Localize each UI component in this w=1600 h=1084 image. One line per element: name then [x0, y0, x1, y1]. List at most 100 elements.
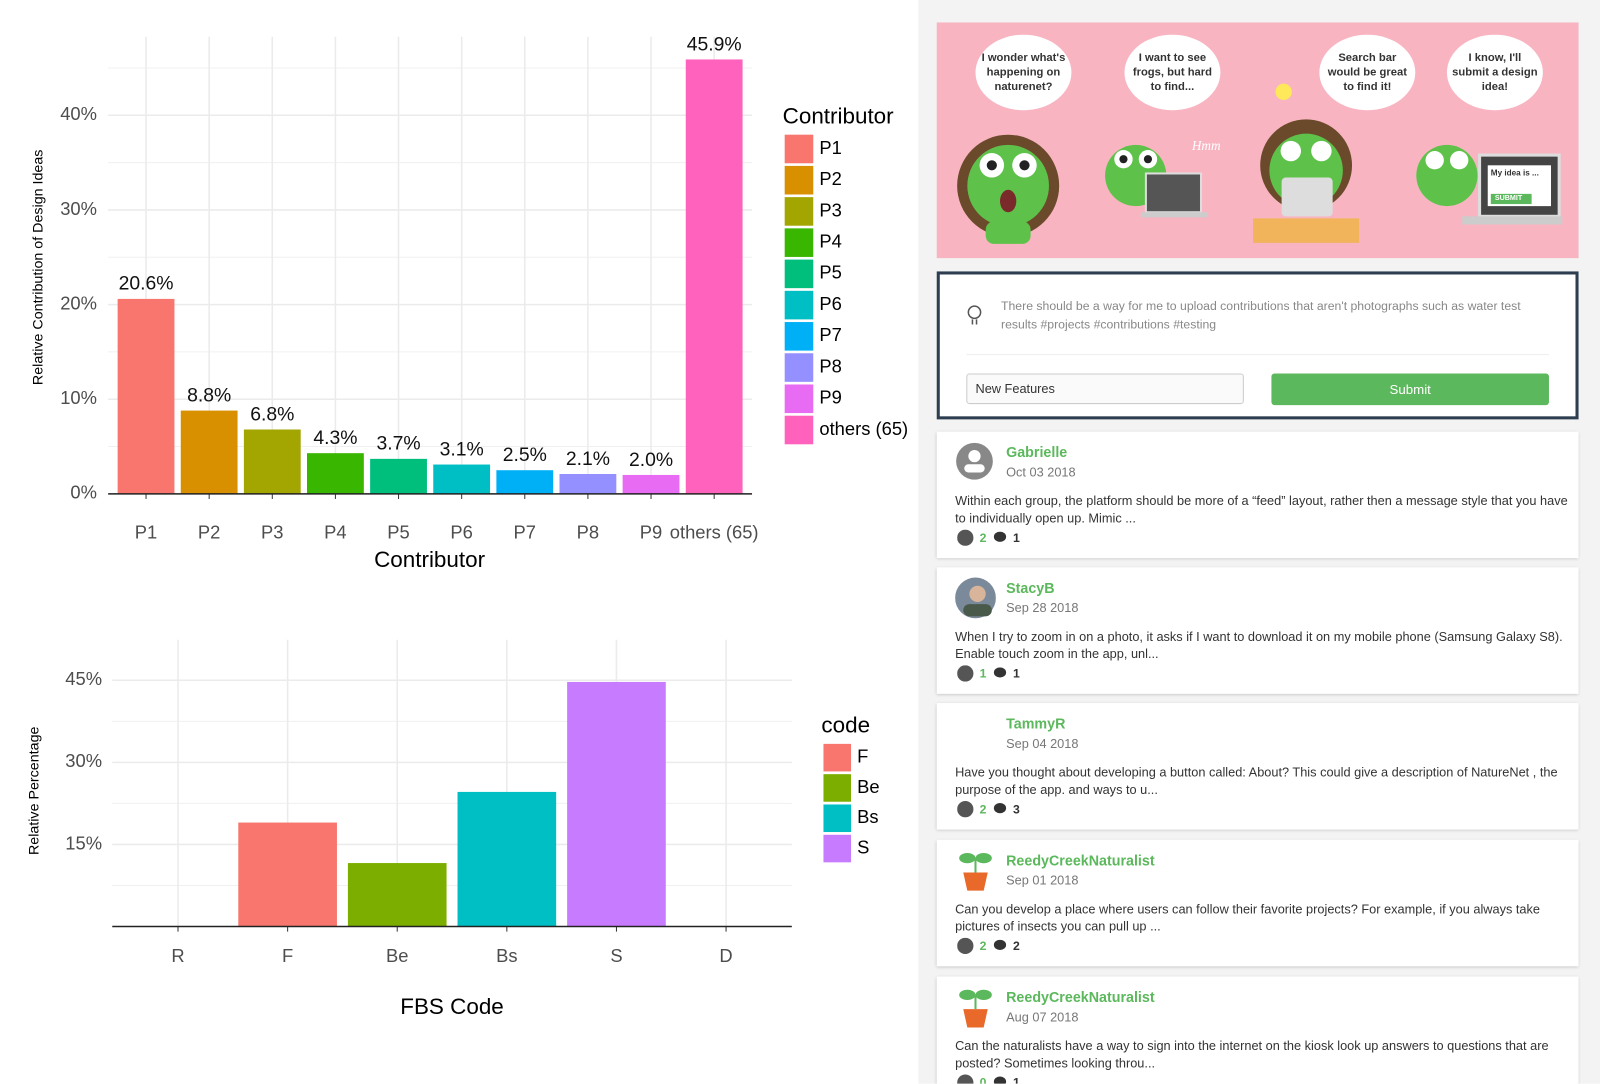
legend-label: others (65)	[819, 418, 908, 439]
speech-bubble: I want to see frogs, but hard to find...	[1124, 34, 1221, 111]
comment-icon[interactable]	[993, 939, 1007, 952]
author-name[interactable]: StacyB	[1006, 579, 1055, 596]
like-icon[interactable]	[957, 801, 974, 818]
bar	[180, 410, 238, 494]
legend-title: code	[821, 712, 870, 737]
bar	[559, 473, 617, 494]
bar	[370, 458, 427, 494]
post-text: Have you thought about developing a butt…	[955, 765, 1558, 797]
author-name[interactable]: ReedyCreekNaturalist	[1006, 988, 1155, 1006]
charts: 0% 10% 20% 30% 40% P1 20.6% P2 8.8% P3 6.8% P4 4.3% P…	[26, 33, 908, 1019]
comment-icon[interactable]	[993, 1076, 1007, 1084]
legend-key	[784, 415, 814, 445]
bar	[496, 470, 554, 494]
idea-textarea[interactable]: There should be a way for me to upload c…	[1001, 298, 1521, 332]
like-count: 2	[979, 802, 987, 817]
frog: My idea is ... SUBMIT	[1416, 144, 1563, 225]
post-date: Sep 28 2018	[1006, 601, 1079, 616]
value-label: 2.0%	[629, 449, 673, 471]
idea-panel: I wonder what's happening on naturenet? …	[918, 0, 1600, 1084]
comment-icon[interactable]	[993, 803, 1007, 815]
author-name[interactable]: ReedyCreekNaturalist	[1006, 852, 1155, 869]
x-tick-label: P4	[324, 522, 346, 543]
speech-bubble: Search bar would be great to find it!	[1319, 34, 1416, 111]
bulb-icon	[967, 305, 982, 325]
bar	[622, 474, 680, 494]
x-tick-label: P1	[135, 522, 157, 543]
bar	[238, 822, 337, 927]
author-name[interactable]: TammyR	[1006, 715, 1066, 732]
category-select[interactable]: New Features	[966, 373, 1244, 405]
y-tick-label: 30%	[60, 198, 97, 219]
y-axis-title: Relative Contribution of Design Ideas	[31, 150, 47, 386]
bar	[307, 453, 364, 494]
legend-label: P1	[819, 137, 841, 158]
legend-title: Contributor	[783, 103, 895, 128]
x-tick-label: F	[282, 945, 293, 966]
x-tick-label: others (65)	[670, 522, 759, 543]
comment-icon[interactable]	[993, 667, 1007, 679]
y-tick-label: 30%	[65, 750, 102, 771]
value-label: 3.7%	[376, 433, 420, 455]
value-label: 8.8%	[187, 384, 231, 406]
like-icon[interactable]	[957, 937, 974, 955]
bar	[685, 59, 743, 494]
legend-key	[784, 290, 814, 320]
y-tick-label: 10%	[60, 387, 97, 408]
banner: I wonder what's happening on naturenet? …	[936, 22, 1579, 259]
speech-bubble: I know, I'll submit a design idea!	[1446, 34, 1543, 111]
value-label: 6.8%	[250, 403, 294, 425]
like-icon[interactable]	[957, 1074, 974, 1084]
post-text: Can the naturalists have a way to sign i…	[955, 1038, 1549, 1071]
x-axis-title: FBS Code	[400, 994, 504, 1019]
x-tick-label: P6	[450, 522, 472, 543]
submit-button[interactable]: Submit	[1271, 373, 1549, 406]
legend-label: P2	[819, 168, 841, 189]
like-count: 1	[979, 666, 987, 681]
legend-key	[823, 804, 852, 833]
post-card[interactable]: Gabrielle Oct 03 2018 Within each group,…	[936, 431, 1579, 559]
legend-key	[823, 834, 852, 863]
bar	[347, 863, 447, 927]
comment-count: 1	[1012, 1075, 1020, 1084]
bar	[117, 298, 175, 494]
legend-key	[823, 743, 852, 772]
author-name[interactable]: Gabrielle	[1006, 443, 1068, 461]
post-card[interactable]: ReedyCreekNaturalist Aug 07 2018 Can the…	[936, 976, 1579, 1084]
like-icon[interactable]	[957, 665, 974, 682]
legend-key	[784, 228, 814, 257]
frog: Hmm	[1105, 138, 1221, 218]
legend-key	[784, 165, 814, 195]
y-tick-label: 45%	[65, 668, 102, 689]
x-tick-label: Bs	[496, 945, 517, 966]
y-tick-label: 15%	[65, 832, 102, 853]
speech-bubble: I wonder what's happening on naturenet?	[975, 34, 1072, 111]
legend-key	[784, 322, 814, 351]
post-text: When I try to zoom in on a photo, it ask…	[955, 629, 1563, 662]
divider	[966, 354, 1549, 356]
x-tick-label: P9	[640, 522, 662, 543]
like-icon[interactable]	[957, 529, 974, 546]
x-tick-label: R	[171, 945, 184, 966]
post-card[interactable]: TammyR Sep 04 2018 Have you thought abou…	[936, 703, 1579, 830]
comment-icon[interactable]	[993, 531, 1007, 544]
x-tick-label: D	[719, 945, 732, 966]
y-tick-label: 20%	[60, 292, 97, 313]
bar	[433, 464, 491, 494]
legend-key	[784, 197, 814, 226]
value-label: 20.6%	[119, 273, 174, 295]
legend-label: P6	[819, 293, 841, 314]
avatar	[956, 442, 993, 480]
post-card[interactable]: ReedyCreekNaturalist Sep 01 2018 Can you…	[936, 839, 1579, 967]
x-tick-label: P5	[387, 522, 409, 543]
y-tick-label: 40%	[60, 103, 97, 124]
legend-label: P8	[819, 355, 841, 376]
post-card[interactable]: StacyB Sep 28 2018 When I try to zoom in…	[936, 567, 1579, 694]
x-tick-label: Be	[386, 945, 408, 966]
frog	[957, 134, 1060, 244]
like-count: 2	[979, 530, 987, 545]
